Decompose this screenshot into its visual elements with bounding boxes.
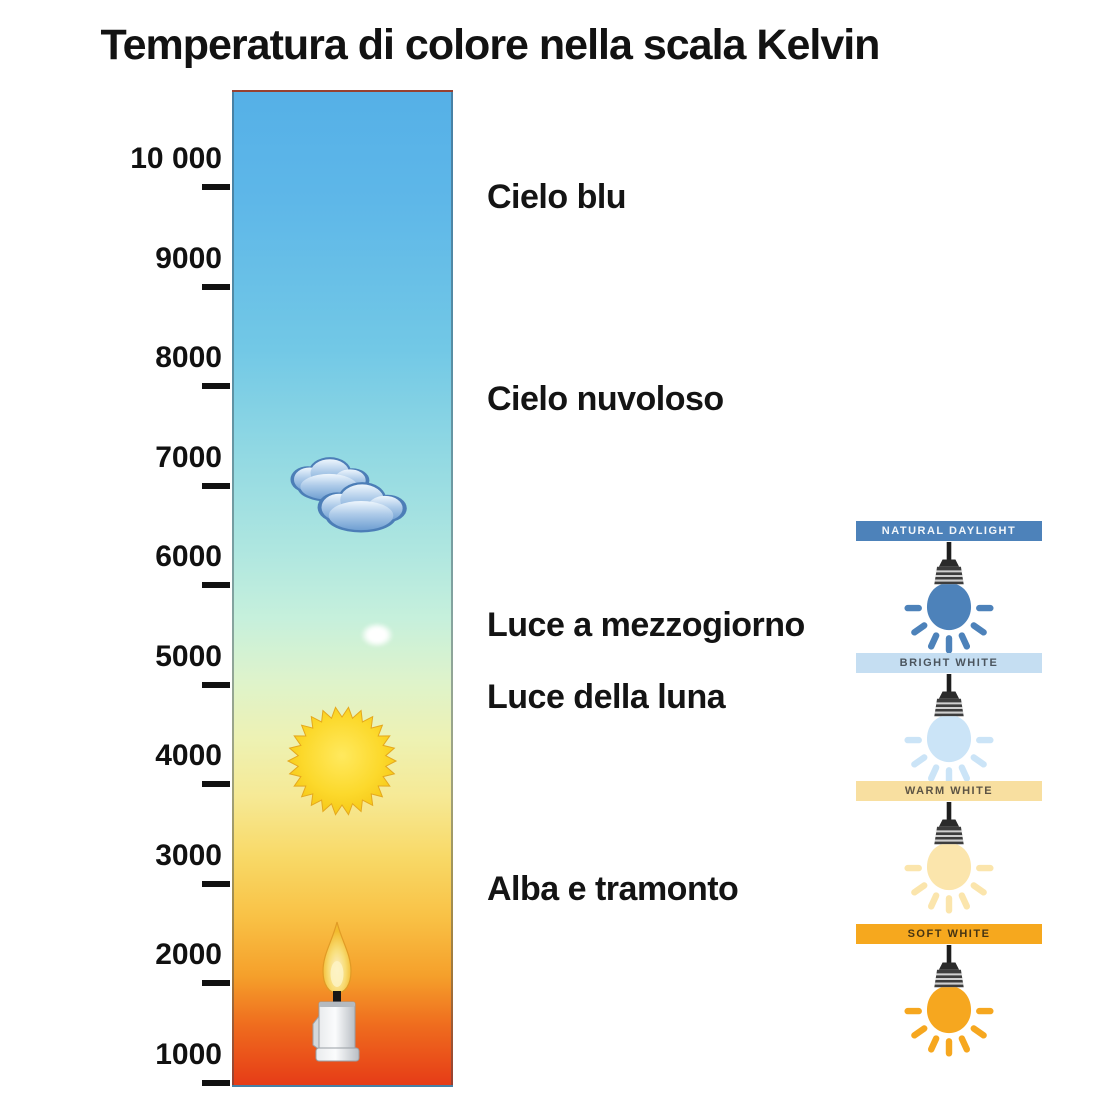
scale-tick-label: 5000 — [155, 639, 222, 673]
scale-tick-mark — [202, 582, 230, 589]
bulb-glass — [926, 584, 972, 631]
scale-tick-mark — [202, 383, 230, 390]
bulb-cord — [946, 802, 952, 822]
scale-tick-label: 1000 — [155, 1038, 222, 1072]
sun-rays — [286, 706, 398, 816]
scale-tick-label: 2000 — [155, 938, 222, 972]
bulb-rays — [904, 604, 994, 654]
socket-threads — [934, 830, 964, 842]
light-bulb-icon — [904, 542, 994, 654]
candle-wick — [333, 991, 341, 1002]
socket-threads — [934, 973, 964, 985]
bulb-glass — [926, 987, 972, 1034]
light-bulb-icon — [904, 802, 994, 914]
bulb-cap — [938, 962, 960, 970]
scale-tick-label: 10 000 — [130, 142, 222, 175]
bulb-cord — [946, 674, 952, 694]
scale-tick-mark — [202, 184, 230, 190]
scale-tick-mark — [202, 781, 230, 788]
bulb-banner-label: WARM WHITE — [904, 785, 994, 797]
bulb-card: NATURAL DAYLIGHT — [856, 521, 1042, 654]
scale-tick-label: 6000 — [155, 540, 222, 574]
candle-icon — [312, 921, 360, 1062]
kelvin-gradient-bar — [232, 90, 453, 1087]
bulb-cord — [946, 945, 952, 965]
bulb-banner-label: SOFT WHITE — [907, 928, 991, 940]
annotation-label: Alba e tramonto — [487, 870, 739, 908]
bulb-card: BRIGHT WHITE — [856, 653, 1042, 786]
bulb-card: WARM WHITE — [856, 781, 1042, 914]
bulb-cap — [938, 819, 960, 827]
bulb-cord — [946, 542, 952, 562]
socket-threads — [934, 702, 964, 714]
bulb-banner: WARM WHITE — [856, 781, 1042, 801]
annotation-label: Cielo blu — [487, 178, 627, 216]
bulb-banner-label: BRIGHT WHITE — [899, 657, 999, 669]
scale-tick-label: 8000 — [155, 341, 222, 375]
bulb-rays — [904, 736, 994, 786]
scale-tick-label: 9000 — [155, 241, 222, 275]
annotation-label: Luce a mezzogiorno — [487, 606, 805, 644]
bulb-rays — [904, 1007, 994, 1057]
annotation-label: Luce della luna — [487, 678, 726, 716]
scale-tick-mark — [202, 1080, 230, 1087]
moon-glow-icon — [361, 623, 393, 647]
candle-body — [318, 1001, 356, 1053]
bulb-banner-label: NATURAL DAYLIGHT — [881, 525, 1017, 537]
bulb-banner: BRIGHT WHITE — [856, 653, 1042, 673]
bulb-rays — [904, 864, 994, 914]
bulb-glass — [926, 716, 972, 763]
bulb-glass — [926, 844, 972, 891]
annotation-label: Cielo nuvoloso — [487, 380, 724, 418]
bulb-cap — [938, 559, 960, 567]
bulb-card: SOFT WHITE — [856, 924, 1042, 1057]
clouds-icon — [290, 457, 407, 533]
light-bulb-icon — [904, 945, 994, 1057]
light-bulb-icon — [904, 674, 994, 786]
scale-tick-label: 3000 — [155, 838, 222, 872]
scale-tick-mark — [202, 283, 230, 290]
scale-tick-mark — [202, 681, 230, 688]
scale-tick-label: 4000 — [155, 739, 222, 773]
bulb-banner: SOFT WHITE — [856, 924, 1042, 944]
scale-tick-mark — [202, 880, 230, 887]
sun-icon — [286, 706, 398, 816]
page-title: Temperatura di colore nella scala Kelvin — [100, 21, 881, 69]
bulb-banner: NATURAL DAYLIGHT — [856, 521, 1042, 541]
socket-threads — [934, 570, 964, 582]
scale-tick-mark — [202, 482, 230, 489]
scale-tick-mark — [202, 980, 230, 987]
bulb-cap — [938, 691, 960, 699]
scale-tick-label: 7000 — [155, 440, 222, 474]
